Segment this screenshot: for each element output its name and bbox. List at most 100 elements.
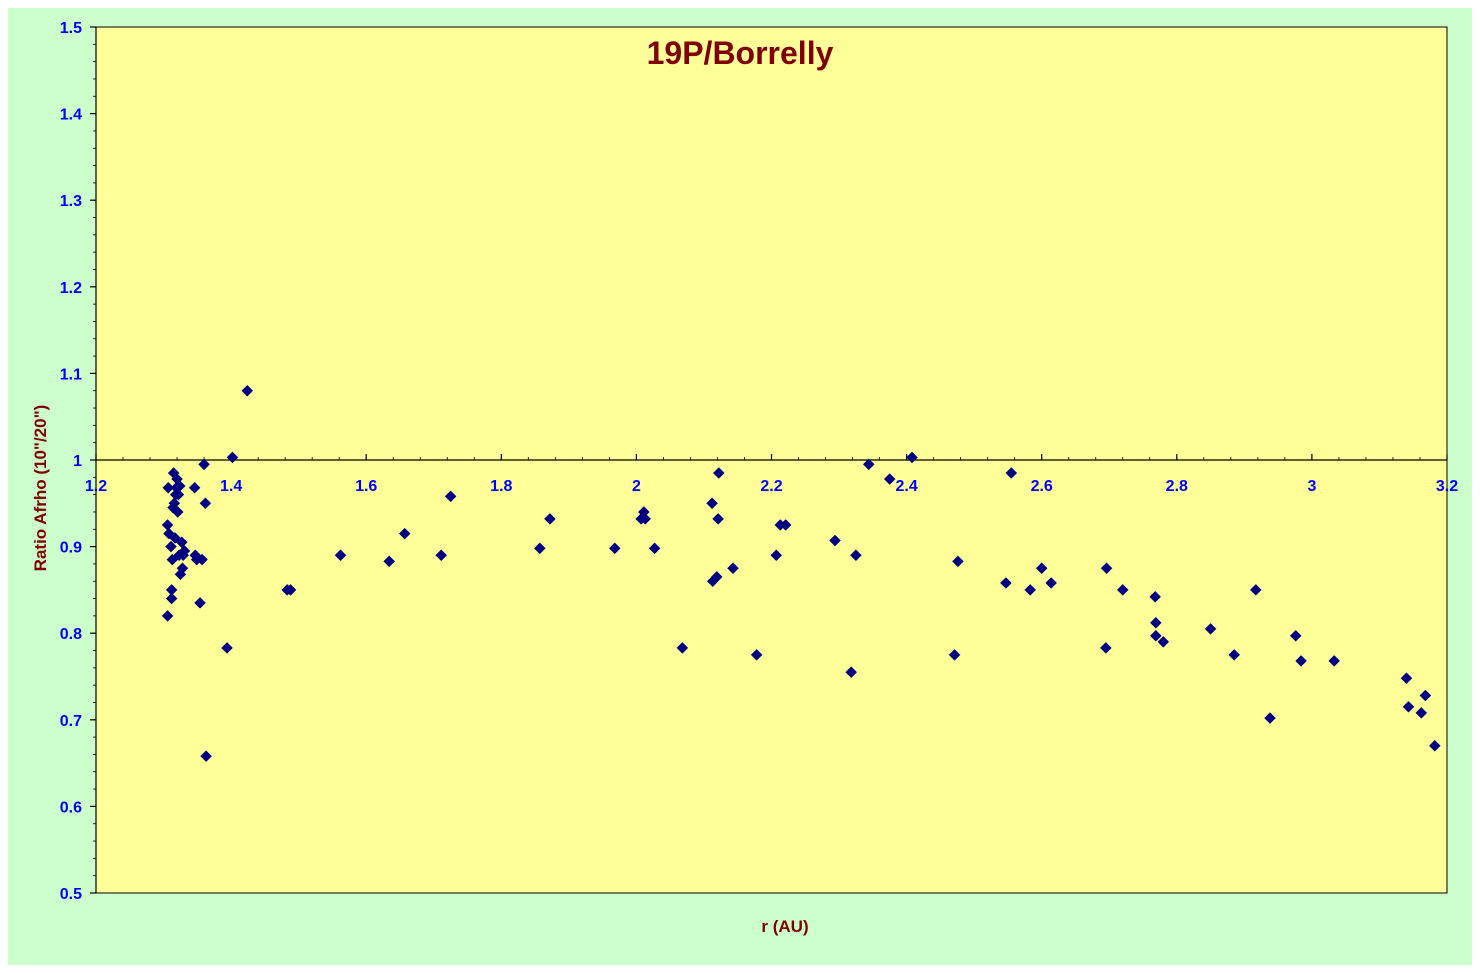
data-point	[172, 488, 185, 501]
data-point	[1150, 616, 1162, 629]
data-point	[165, 584, 178, 596]
data-point	[196, 553, 208, 566]
data-point	[1419, 689, 1432, 702]
data-point	[1295, 655, 1307, 667]
x-tick-label: 1.4	[220, 478, 242, 495]
data-point	[161, 610, 174, 622]
x-tick-label: 2.6	[1031, 478, 1053, 495]
y-tick-label: 1.1	[60, 366, 82, 383]
data-point	[544, 513, 556, 525]
data-point	[226, 451, 239, 464]
data-point	[1289, 629, 1302, 642]
data-point	[1024, 584, 1037, 596]
x-tick-label: 1.2	[85, 478, 107, 495]
y-tick-labels: 0.5 0.6 0.7 0.8 0.9 1 1.1 1.2 1.3 1.4 1.5	[60, 20, 82, 903]
data-point	[178, 545, 191, 557]
data-point	[1005, 467, 1018, 479]
y-tick-label: 1	[73, 453, 82, 470]
data-point	[712, 513, 724, 525]
data-point	[906, 451, 918, 464]
data-point	[1400, 672, 1413, 685]
data-point	[194, 597, 206, 609]
data-point	[1035, 562, 1048, 575]
data-point	[1116, 584, 1129, 596]
y-tick-label: 0.6	[60, 799, 82, 816]
data-point	[533, 542, 546, 555]
data-point	[952, 555, 964, 568]
data-point	[334, 549, 347, 562]
data-point	[241, 384, 254, 397]
data-point	[188, 481, 201, 494]
data-point	[176, 562, 189, 575]
x-tick-label: 1.6	[355, 478, 377, 495]
data-point	[1045, 577, 1058, 589]
data-point	[435, 549, 448, 562]
data-point	[883, 473, 896, 485]
data-point	[1415, 707, 1428, 719]
data-point	[770, 549, 783, 562]
data-point	[1100, 562, 1113, 575]
y-tick-label: 0.5	[60, 886, 82, 903]
x-tick-label: 3.2	[1436, 478, 1458, 495]
data-point	[175, 536, 188, 549]
data-point	[1000, 577, 1012, 589]
x-tick-labels: 1.2 1.4 1.6 1.8 2 2.2 2.4 2.6 2.8 3 3.2	[85, 478, 1458, 495]
data-point	[173, 480, 186, 492]
y-tick-label: 0.8	[60, 626, 82, 643]
data-point	[221, 642, 233, 654]
data-point	[198, 458, 210, 471]
data-point	[1328, 655, 1341, 667]
data-point	[162, 481, 175, 494]
y-tick-label: 1.2	[60, 280, 82, 297]
data-point	[829, 534, 841, 547]
data-point	[862, 458, 875, 471]
y-tick-label: 0.9	[60, 540, 82, 557]
data-point	[750, 648, 763, 661]
y-tick-label: 1.4	[60, 107, 82, 124]
y-tick-label: 1.3	[60, 193, 82, 210]
data-point	[1149, 590, 1162, 603]
data-point	[165, 592, 178, 605]
data-point	[779, 519, 792, 531]
data-point	[168, 497, 181, 510]
data-point	[639, 513, 652, 525]
data-point	[850, 549, 862, 562]
x-tick-label: 1.8	[490, 478, 512, 495]
x-tick-label: 2.4	[895, 478, 917, 495]
data-point	[200, 750, 212, 763]
y-tick-label: 0.7	[60, 713, 82, 730]
data-point	[171, 506, 184, 518]
data-point	[727, 562, 739, 575]
data-point	[165, 540, 177, 553]
x-tick-label: 2.8	[1166, 478, 1188, 495]
data-point	[444, 490, 457, 503]
data-point	[398, 527, 411, 540]
data-point	[1428, 739, 1441, 752]
data-point	[1402, 700, 1415, 713]
y-tick-label: 1.5	[60, 20, 82, 37]
data-point	[648, 542, 661, 555]
data-point	[284, 584, 297, 596]
data-point	[1150, 629, 1162, 642]
data-point	[1100, 642, 1112, 654]
data-point	[608, 542, 621, 555]
x-axis	[95, 454, 1448, 461]
data-point	[1228, 648, 1241, 661]
chart-title: 19P/Borrelly	[647, 35, 834, 71]
x-tick-label: 2.2	[760, 478, 782, 495]
data-point	[948, 648, 961, 661]
data-point	[383, 555, 396, 568]
data-point	[712, 467, 725, 479]
data-point	[1264, 712, 1276, 724]
data-point	[1204, 623, 1217, 635]
data-points	[161, 384, 1441, 763]
x-tick-label: 3	[1307, 478, 1316, 495]
data-point	[706, 497, 718, 510]
x-axis-title: r (AU)	[761, 917, 808, 936]
data-point	[710, 571, 723, 583]
data-point	[199, 497, 212, 510]
x-tick-label: 2	[632, 478, 641, 495]
y-axis-title: Ratio Afrho (10"/20")	[31, 405, 50, 572]
data-point	[1157, 636, 1170, 648]
